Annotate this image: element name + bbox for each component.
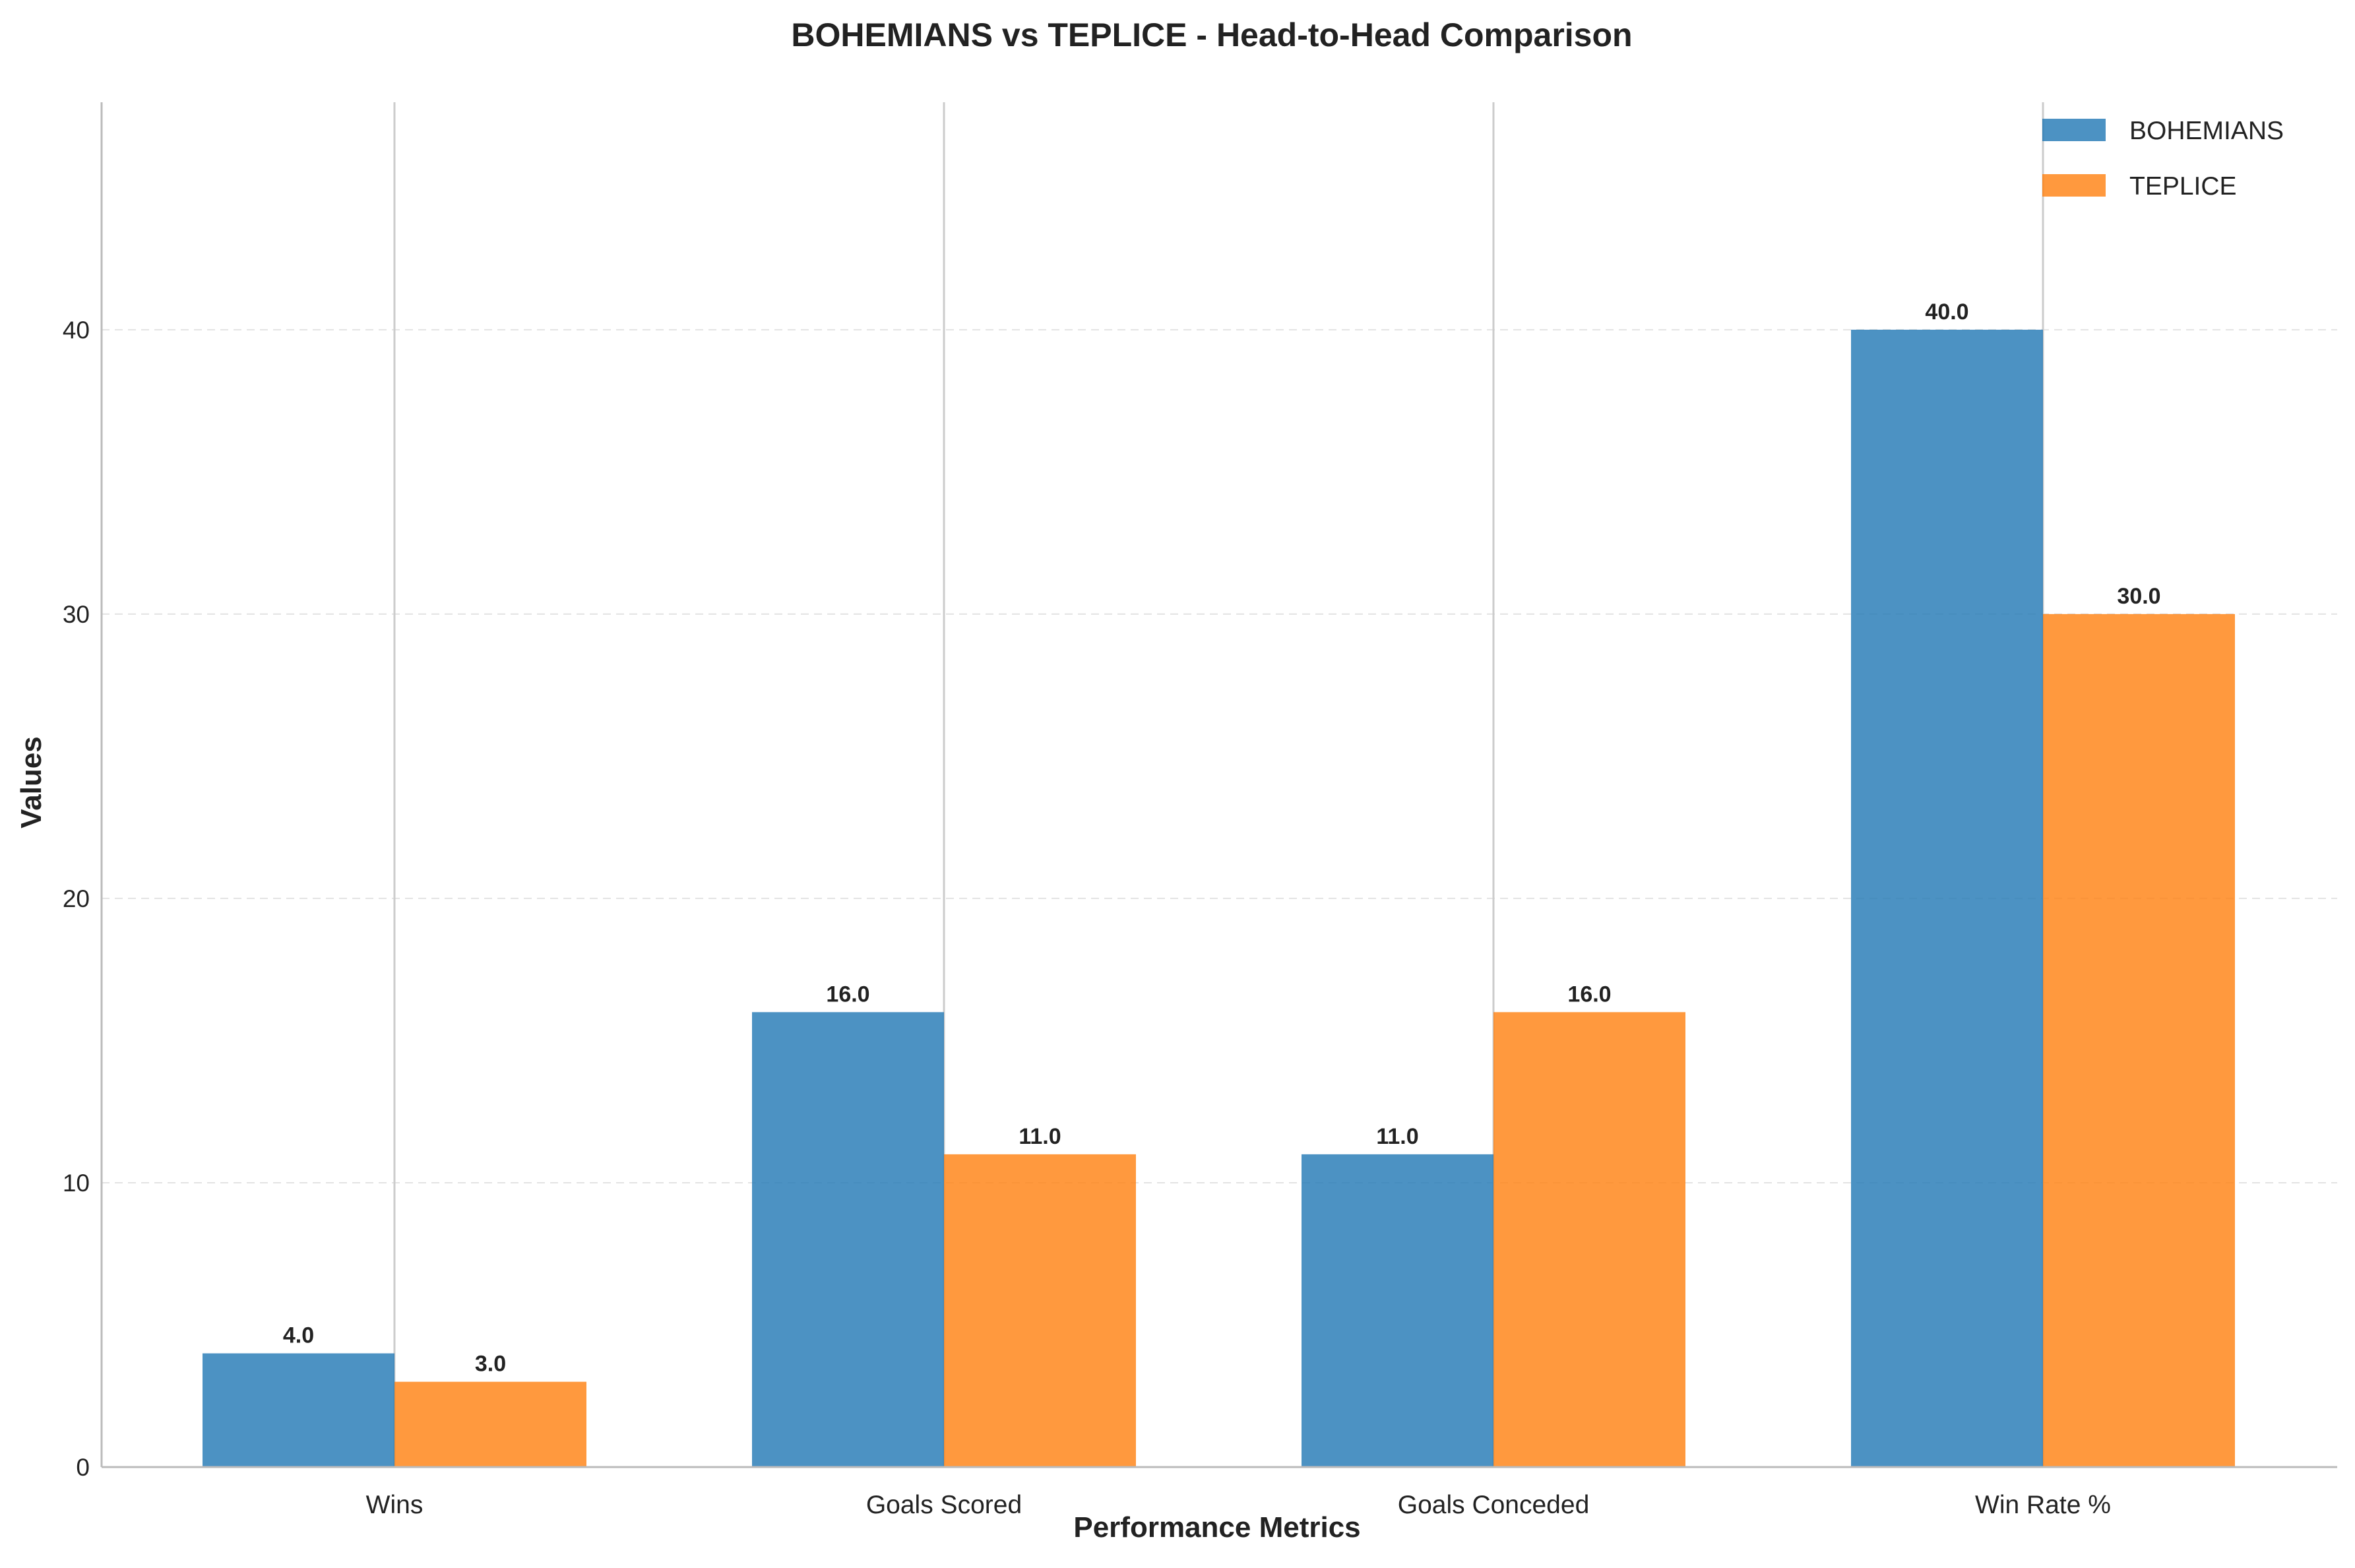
bar-teplice-2 bbox=[1493, 1012, 1685, 1467]
x-tick-label: Goals Conceded bbox=[1398, 1491, 1590, 1519]
legend: BOHEMIANS TEPLICE bbox=[2042, 117, 2284, 201]
bar-bohemians-2 bbox=[1302, 1154, 1493, 1467]
value-label-teplice-3: 30.0 bbox=[2117, 584, 2160, 609]
x-tick-label: Win Rate % bbox=[1975, 1491, 2111, 1519]
value-label-teplice-1: 11.0 bbox=[1019, 1124, 1061, 1149]
legend-label-bohemians: BOHEMIANS bbox=[2129, 117, 2284, 145]
bar-bohemians-1 bbox=[752, 1012, 944, 1467]
value-label-bohemians-0: 4.0 bbox=[283, 1323, 314, 1348]
chart-title: BOHEMIANS vs TEPLICE - Head-to-Head Comp… bbox=[791, 16, 1632, 53]
legend-swatch-teplice bbox=[2042, 174, 2106, 197]
bar-teplice-1 bbox=[944, 1154, 1136, 1467]
bar-teplice-3 bbox=[2043, 613, 2235, 1467]
y-tick-label: 10 bbox=[63, 1170, 90, 1197]
value-label-bohemians-2: 11.0 bbox=[1376, 1124, 1418, 1149]
y-axis-title: Values bbox=[15, 736, 47, 828]
axes: 0 10 20 30 40 Wins Goals Scored Goals Conceded W… bbox=[63, 102, 2337, 1519]
bar-teplice-0 bbox=[394, 1381, 586, 1467]
category-gridlines bbox=[393, 102, 2044, 1467]
value-label-teplice-2: 16.0 bbox=[1567, 982, 1611, 1007]
y-tick-label: 30 bbox=[63, 601, 90, 628]
value-label-teplice-0: 3.0 bbox=[475, 1352, 506, 1377]
value-label-bohemians-1: 16.0 bbox=[826, 982, 869, 1007]
bars bbox=[203, 329, 2235, 1467]
y-tick-label: 40 bbox=[63, 317, 90, 344]
y-tick-label: 20 bbox=[63, 885, 90, 912]
x-tick-label: Goals Scored bbox=[866, 1491, 1022, 1519]
y-tick-label: 0 bbox=[76, 1454, 90, 1481]
value-labels: 4.0 16.0 11.0 40.0 3.0 11.0 16.0 30.0 bbox=[283, 299, 2161, 1377]
bar-bohemians-3 bbox=[1851, 329, 2043, 1467]
legend-swatch-bohemians bbox=[2042, 119, 2106, 141]
legend-label-teplice: TEPLICE bbox=[2129, 172, 2237, 201]
x-axis-title: Performance Metrics bbox=[1073, 1511, 1360, 1544]
bar-bohemians-0 bbox=[203, 1353, 394, 1467]
value-label-bohemians-3: 40.0 bbox=[1925, 299, 1968, 325]
x-tick-label: Wins bbox=[366, 1491, 424, 1519]
